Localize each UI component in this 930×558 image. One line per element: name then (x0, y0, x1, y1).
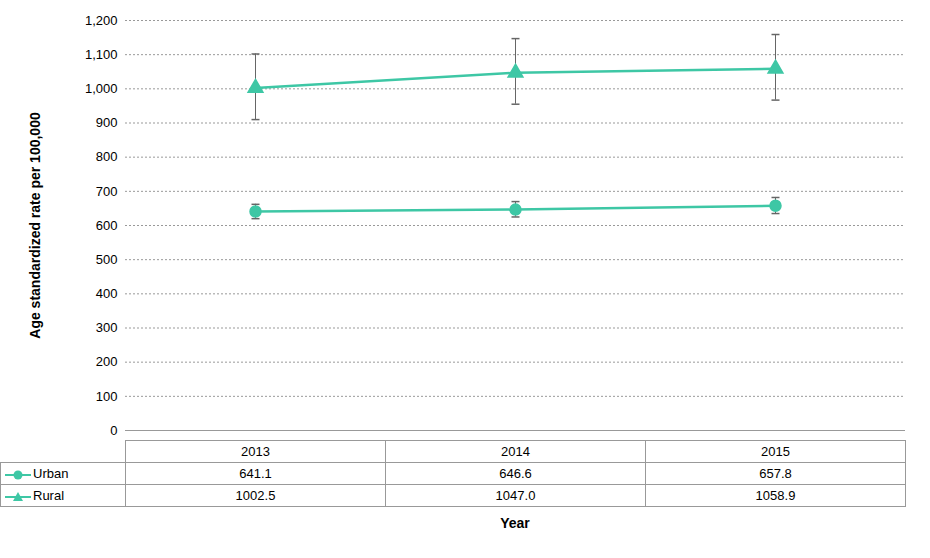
svg-text:200: 200 (96, 354, 118, 369)
svg-text:500: 500 (96, 252, 118, 267)
html-text:646.6: 646.6 (499, 466, 532, 481)
html-text:Rural: Rural (33, 488, 65, 503)
html-text:1002.5: 1002.5 (235, 488, 276, 503)
html-text:2015: 2015 (761, 444, 790, 459)
html-text:2013: 2013 (241, 444, 270, 459)
svg-text:400: 400 (96, 286, 118, 301)
svg-text:1,000: 1,000 (85, 81, 118, 96)
svg-text:700: 700 (96, 183, 118, 198)
html-text:Urban: Urban (33, 466, 69, 481)
html-text:2014: 2014 (501, 444, 530, 459)
svg-text:600: 600 (96, 218, 118, 233)
html-text:Year: Year (500, 515, 530, 531)
svg-text:Age standardized rate per 100,: Age standardized rate per 100,000 (27, 112, 43, 339)
svg-text:1,200: 1,200 (85, 13, 118, 28)
svg-text:800: 800 (96, 149, 118, 164)
svg-text:1,100: 1,100 (85, 47, 118, 62)
svg-text:100: 100 (96, 388, 118, 403)
html-text:1047.0: 1047.0 (495, 488, 536, 503)
html-text:1058.9: 1058.9 (755, 488, 796, 503)
svg-text:900: 900 (96, 115, 118, 130)
html-text:641.1: 641.1 (239, 466, 272, 481)
html-text:657.8: 657.8 (759, 466, 792, 481)
svg-text:0: 0 (110, 423, 117, 438)
svg-text:300: 300 (96, 320, 118, 335)
